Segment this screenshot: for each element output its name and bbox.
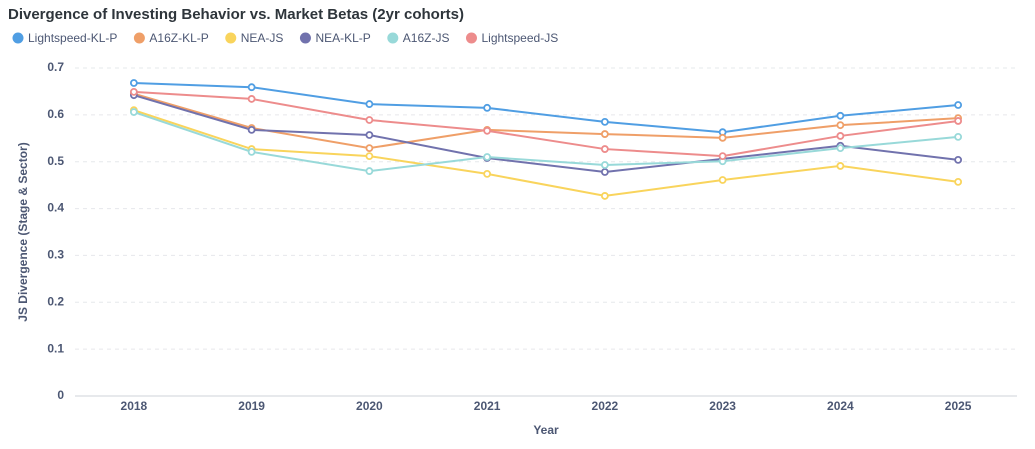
data-point — [718, 133, 727, 142]
data-point — [954, 132, 963, 141]
x-axis-title: Year — [533, 423, 559, 437]
legend-swatch — [12, 32, 24, 44]
data-point — [365, 100, 374, 108]
y-tick-label: 0.6 — [47, 107, 64, 121]
legend-swatch — [299, 32, 311, 44]
data-point — [483, 153, 492, 161]
data-point — [365, 116, 374, 124]
data-point — [600, 130, 609, 138]
x-tick-label: 2022 — [592, 399, 619, 413]
data-point — [129, 87, 138, 96]
y-tick-label: 0.1 — [47, 341, 64, 355]
y-tick-label: 0.5 — [47, 154, 64, 168]
legend-label: NEA-KL-P — [315, 31, 370, 45]
data-point — [600, 192, 609, 200]
chart-title: Divergence of Investing Behavior vs. Mar… — [8, 6, 464, 23]
x-tick-label: 2018 — [121, 399, 148, 413]
y-tick-label: 0.3 — [47, 248, 64, 262]
data-point — [954, 177, 963, 186]
data-point — [129, 79, 138, 87]
legend-swatch — [465, 32, 477, 44]
data-point — [836, 121, 845, 130]
data-point — [600, 168, 609, 176]
y-tick-label: 0.7 — [47, 60, 64, 74]
data-point — [954, 155, 963, 164]
x-tick-label: 2023 — [709, 399, 736, 413]
x-tick-label: 2024 — [827, 399, 854, 413]
y-tick-label: 0.2 — [47, 294, 64, 308]
x-tick-label: 2020 — [356, 399, 383, 413]
data-point — [836, 132, 845, 140]
data-point — [365, 167, 374, 175]
legend-swatch — [387, 32, 399, 44]
data-point — [129, 108, 138, 116]
data-point — [836, 111, 845, 120]
data-point — [836, 162, 845, 170]
legend-label: A16Z-JS — [403, 31, 450, 45]
y-axis-title: JS Divergence (Stage & Sector) — [16, 142, 30, 321]
data-point — [954, 117, 963, 125]
data-point — [247, 83, 256, 92]
legend-label: Lightspeed-KL-P — [28, 31, 117, 45]
data-point — [365, 131, 374, 139]
data-point — [483, 103, 492, 112]
data-point — [247, 95, 256, 103]
legend-label: NEA-JS — [241, 31, 284, 45]
data-point — [836, 144, 845, 153]
data-point — [483, 169, 492, 178]
series-line — [133, 109, 959, 197]
data-point — [247, 147, 256, 156]
data-point — [718, 176, 727, 184]
data-point — [247, 125, 256, 134]
legend-swatch — [225, 32, 237, 44]
legend-label: A16Z-KL-P — [149, 31, 208, 45]
series-line — [133, 94, 959, 174]
data-point — [718, 152, 727, 160]
y-tick-label: 0.4 — [47, 201, 64, 215]
y-tick-label: 0 — [57, 388, 64, 402]
series-line — [133, 90, 959, 158]
x-tick-label: 2025 — [945, 399, 972, 413]
data-point — [600, 145, 609, 153]
data-point — [600, 161, 609, 169]
legend-label: Lightspeed-JS — [481, 31, 558, 45]
legend-swatch — [133, 32, 145, 44]
data-point — [483, 126, 492, 135]
data-point — [600, 117, 609, 126]
x-tick-label: 2021 — [474, 399, 501, 413]
series-line — [133, 111, 959, 173]
data-point — [954, 101, 963, 109]
data-point — [365, 152, 374, 160]
x-tick-label: 2019 — [238, 399, 265, 413]
data-point — [365, 144, 374, 153]
series-line — [133, 81, 959, 134]
